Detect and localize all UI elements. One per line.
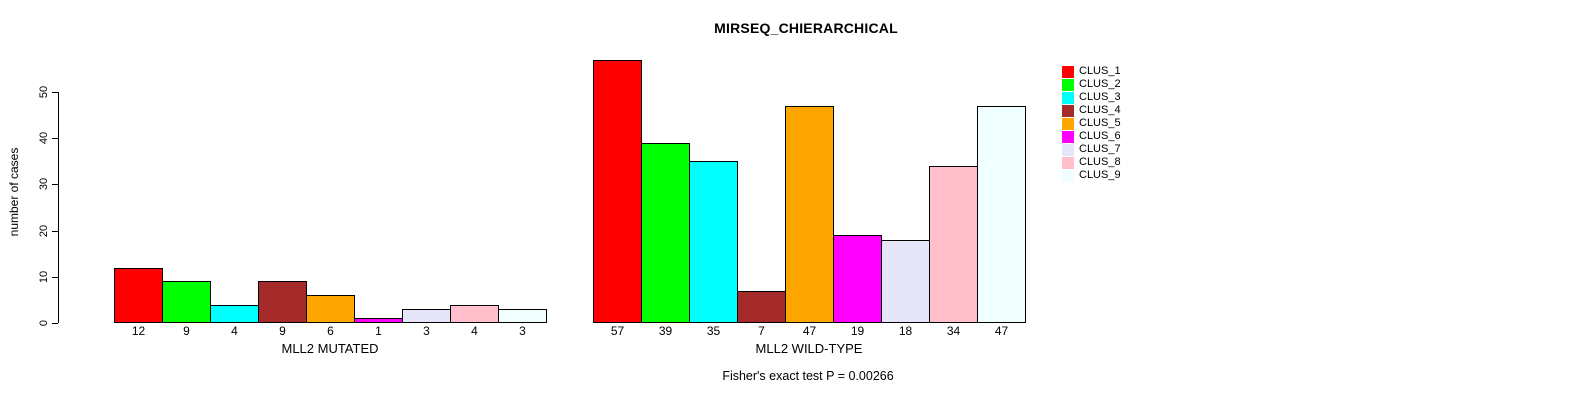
- bar-clus_9-mll2-wild-type: [977, 106, 1026, 323]
- legend-swatch-clus_6: [1062, 130, 1074, 143]
- legend-label: CLUS_4: [1079, 104, 1121, 116]
- bar-clus_2-mll2-mutated: [162, 281, 211, 323]
- y-axis-tick: [52, 92, 58, 93]
- y-axis-tick: [52, 276, 58, 278]
- y-axis-tick-label: 10: [38, 270, 50, 283]
- bar-clus_7-mll2-wild-type: [881, 240, 930, 323]
- legend-swatch-clus_4: [1062, 104, 1074, 117]
- bar-clus_1-mll2-wild-type: [593, 60, 642, 323]
- bar-value-label: 39: [658, 324, 673, 338]
- bar-value-label: 19: [850, 324, 865, 338]
- legend-label: CLUS_5: [1079, 117, 1121, 129]
- bar-clus_3-mll2-wild-type: [689, 161, 738, 323]
- bar-clus_7-mll2-mutated: [402, 309, 451, 323]
- legend-swatch-clus_3: [1062, 91, 1074, 104]
- bar-value-label: 3: [423, 324, 430, 338]
- bar-clus_4-mll2-mutated: [258, 281, 307, 323]
- legend-swatch-clus_5: [1062, 117, 1074, 130]
- bar-clus_6-mll2-mutated: [354, 318, 403, 323]
- y-axis-tick: [52, 138, 58, 140]
- bar-clus_6-mll2-wild-type: [833, 235, 882, 323]
- bar-value-label: 3: [519, 324, 526, 338]
- bar-value-label: 35: [706, 324, 721, 338]
- bar-clus_2-mll2-wild-type: [641, 143, 690, 323]
- bar-value-label: 9: [279, 324, 286, 338]
- bar-clus_3-mll2-mutated: [210, 305, 259, 323]
- bar-value-label: 4: [471, 324, 478, 338]
- legend-item-clus_8: CLUS_8: [1062, 156, 1121, 169]
- legend-item-clus_6: CLUS_6: [1062, 130, 1121, 143]
- legend-swatch-clus_2: [1062, 78, 1074, 91]
- y-axis-tick-label: 50: [38, 85, 50, 99]
- legend-item-clus_3: CLUS_3: [1062, 91, 1121, 104]
- fisher-test-annotation: Fisher's exact test P = 0.00266: [722, 369, 894, 383]
- legend-item-clus_1: CLUS_1: [1062, 65, 1121, 78]
- x-axis-group-label-mll2-mutated: MLL2 MUTATED: [281, 341, 379, 356]
- legend-item-clus_5: CLUS_5: [1062, 117, 1121, 130]
- bar-clus_8-mll2-wild-type: [929, 166, 978, 323]
- x-axis-group-label-mll2-wild-type: MLL2 WILD-TYPE: [755, 341, 863, 356]
- legend-swatch-clus_9: [1062, 169, 1074, 182]
- legend-label: CLUS_1: [1079, 65, 1121, 77]
- y-axis-label: number of cases: [7, 147, 21, 237]
- y-axis-tick: [52, 230, 58, 232]
- legend-label: CLUS_3: [1079, 91, 1121, 103]
- bar-value-label: 34: [946, 324, 961, 338]
- bar-value-label: 4: [231, 324, 238, 338]
- y-axis-tick-label: 20: [38, 224, 50, 237]
- y-axis-tick: [52, 323, 58, 324]
- legend-label: CLUS_7: [1079, 143, 1121, 155]
- bar-value-label: 1: [375, 324, 382, 338]
- y-axis-tick-label: 30: [38, 178, 50, 191]
- bar-value-label: 9: [183, 324, 190, 338]
- bar-value-label: 47: [802, 324, 817, 338]
- bar-clus_5-mll2-wild-type: [785, 106, 834, 323]
- legend-label: CLUS_8: [1079, 156, 1121, 168]
- bar-value-label: 57: [610, 324, 625, 338]
- y-axis-tick-label: 0: [38, 319, 50, 327]
- legend-swatch-clus_8: [1062, 156, 1074, 169]
- legend-label: CLUS_2: [1079, 78, 1121, 90]
- bar-clus_4-mll2-wild-type: [737, 291, 786, 323]
- bar-value-label: 47: [994, 324, 1009, 338]
- bar-value-label: 7: [758, 324, 765, 338]
- y-axis-line: [58, 92, 59, 323]
- legend-item-clus_9: CLUS_9: [1062, 169, 1121, 182]
- y-axis-tick: [52, 184, 58, 186]
- legend-item-clus_4: CLUS_4: [1062, 104, 1121, 117]
- legend-item-clus_7: CLUS_7: [1062, 143, 1121, 156]
- bar-clus_1-mll2-mutated: [114, 268, 163, 323]
- bar-value-label: 6: [327, 324, 334, 338]
- legend-label: CLUS_9: [1079, 169, 1121, 181]
- legend-swatch-clus_1: [1062, 65, 1074, 78]
- bar-value-label: 12: [131, 324, 146, 338]
- bar-clus_5-mll2-mutated: [306, 295, 355, 323]
- bar-clus_8-mll2-mutated: [450, 305, 499, 323]
- legend: CLUS_1 CLUS_2 CLUS_3 CLUS_4 CLUS_5 CLUS_6 CLUS…: [1062, 65, 1121, 182]
- y-axis-tick-label: 40: [38, 132, 50, 145]
- chart-title: MIRSEQ_CHIERARCHICAL: [714, 20, 898, 36]
- legend-label: CLUS_6: [1079, 130, 1121, 142]
- bar-clus_9-mll2-mutated: [498, 309, 547, 323]
- bar-value-label: 18: [898, 324, 913, 338]
- legend-swatch-clus_7: [1062, 143, 1074, 156]
- legend-item-clus_2: CLUS_2: [1062, 78, 1121, 91]
